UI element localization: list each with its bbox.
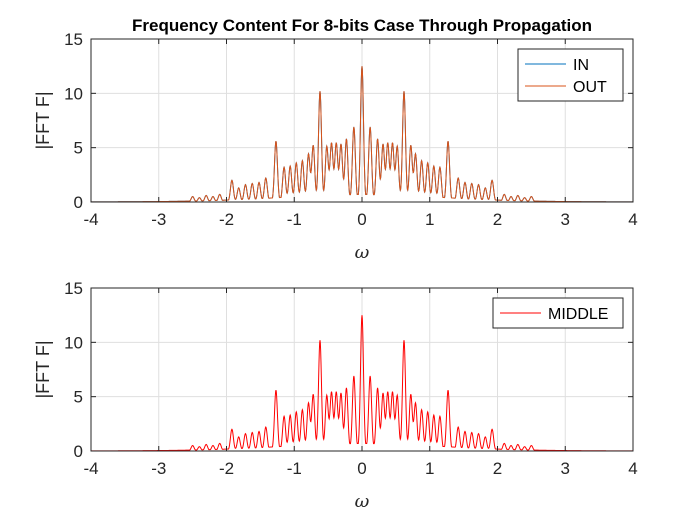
chart-panel-2: -4 -3 -2 -1 0 1 2 3 4 0 5 10 15 ω |FFT F| MIDDLE: [33, 279, 638, 512]
x-tick-label: -2: [219, 459, 234, 478]
series-line-middle: [90, 315, 634, 452]
x-tick-label: 1: [425, 459, 434, 478]
x-tick-label: 2: [493, 210, 502, 229]
x-tick-label: 4: [628, 459, 637, 478]
y-tick-label: 5: [74, 139, 83, 158]
y-tick-label: 0: [74, 193, 83, 212]
x-tick-label: -4: [83, 210, 98, 229]
x-tick-label: -1: [287, 210, 302, 229]
chart-panel-1: -4 -3 -2 -1 0 1 2 3 4 0 5 10 15 ω |FFT F| Frequency Con…: [33, 16, 638, 263]
legend-label-in: IN: [573, 57, 589, 74]
x-axis-label: ω: [355, 491, 370, 512]
x-tick-label: 4: [628, 210, 637, 229]
y-axis-label: |FFT F|: [33, 91, 53, 149]
y-tick-label: 15: [64, 30, 83, 49]
x-tick-label: -3: [151, 210, 166, 229]
x-axis-label: ω: [355, 242, 370, 263]
chart-title: Frequency Content For 8-bits Case Throug…: [132, 16, 592, 35]
y-tick-label: 10: [64, 333, 83, 352]
legend-label-middle: MIDDLE: [548, 306, 608, 323]
legend-box: [517, 48, 624, 102]
x-tick-label: 0: [357, 459, 366, 478]
x-tick-label: 0: [357, 210, 366, 229]
x-tick-label: -2: [219, 210, 234, 229]
y-tick-label: 0: [74, 442, 83, 461]
x-tick-label: 3: [561, 210, 570, 229]
y-tick-label: 15: [64, 279, 83, 298]
x-tick-label: 3: [561, 459, 570, 478]
x-tick-label: -1: [287, 459, 302, 478]
y-tick-label: 10: [64, 84, 83, 103]
legend: MIDDLE: [492, 297, 624, 329]
y-axis-label: |FFT F|: [33, 340, 53, 398]
x-tick-label: 1: [425, 210, 434, 229]
x-tick-label: -4: [83, 459, 98, 478]
x-tick-label: -3: [151, 459, 166, 478]
series-line-out: [90, 66, 634, 203]
x-tick-label: 2: [493, 459, 502, 478]
legend: IN OUT: [517, 48, 624, 102]
legend-label-out: OUT: [573, 79, 607, 96]
y-tick-label: 5: [74, 388, 83, 407]
